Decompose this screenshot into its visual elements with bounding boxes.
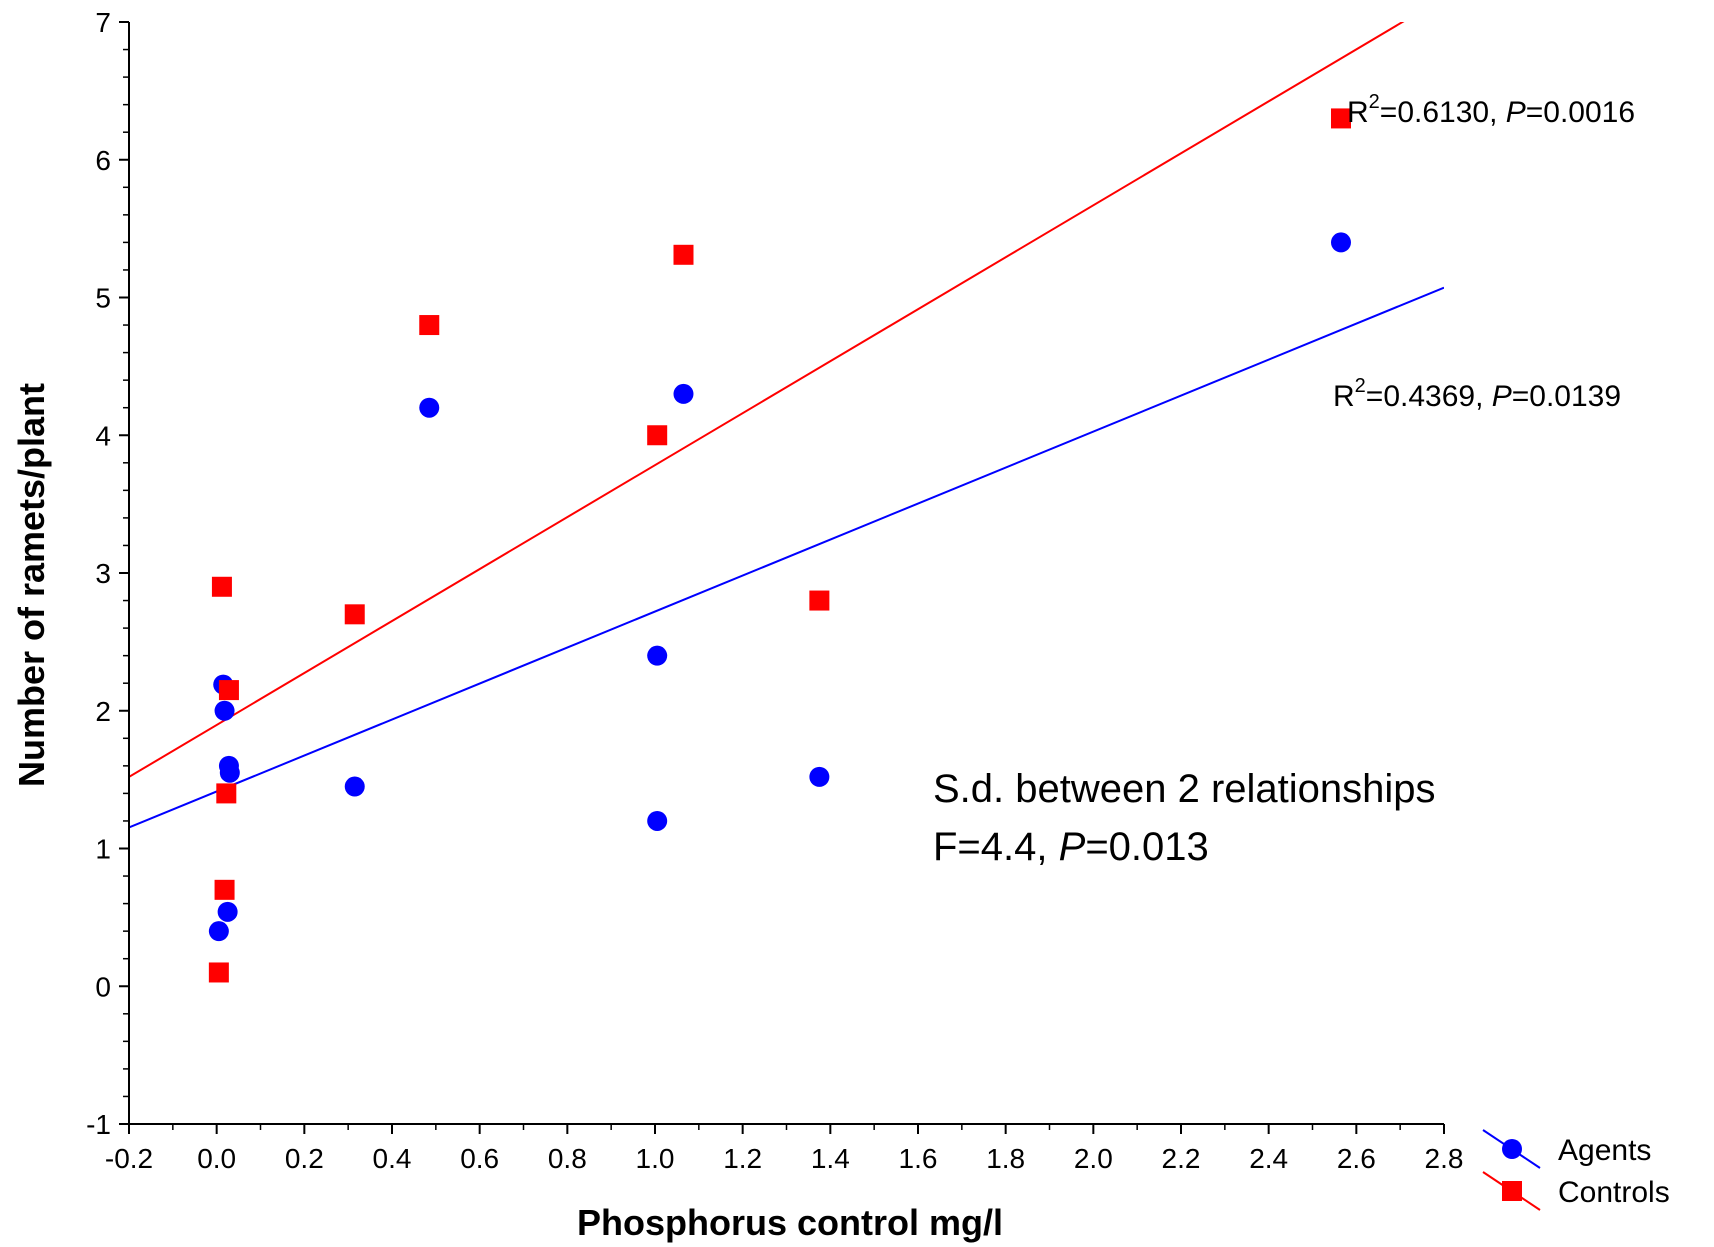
y-tick-label: 7 — [95, 7, 111, 38]
controls-r2-label: R — [1347, 96, 1369, 129]
controls-data-point — [214, 879, 235, 900]
y-tick-label: -1 — [86, 1109, 111, 1140]
x-tick-label: 1.8 — [986, 1143, 1025, 1174]
x-tick-label: -0.2 — [105, 1143, 153, 1174]
agents-data-point — [217, 901, 238, 922]
y-axis-title: Number of ramets/plant — [11, 383, 52, 787]
controls-data-point — [211, 576, 232, 597]
controls-data-point — [673, 244, 694, 265]
controls-regression-annotation: R2=0.6130, P=0.0016 — [1347, 91, 1635, 129]
x-tick-label: 0.4 — [373, 1143, 412, 1174]
controls-data-point — [809, 590, 830, 611]
agents-r2-sup: 2 — [1355, 375, 1366, 397]
note-p-value: =0.013 — [1085, 825, 1208, 869]
note-p-label: P — [1059, 825, 1086, 869]
x-tick-label: 0.2 — [285, 1143, 324, 1174]
agents-regression-annotation: R2=0.4369, P=0.0139 — [1333, 375, 1621, 413]
agents-data-point — [673, 383, 694, 404]
significance-note-line2: F=4.4, P=0.013 — [933, 825, 1209, 869]
x-tick-label: 0.0 — [197, 1143, 236, 1174]
y-tick-label: 0 — [95, 971, 111, 1002]
agents-data-point — [647, 645, 668, 666]
agents-data-point — [1330, 232, 1351, 253]
agents-p-value: =0.0139 — [1512, 380, 1621, 413]
controls-regression-line — [129, 22, 1405, 778]
agents-r2-label: R — [1333, 380, 1355, 413]
agents-data-point — [647, 810, 668, 831]
agents-data-point — [219, 762, 240, 783]
controls-data-point — [647, 425, 668, 446]
agents-regression-line — [129, 286, 1444, 829]
agents-data-point — [344, 776, 365, 797]
controls-data-point — [419, 315, 440, 336]
x-tick-label: 1.2 — [723, 1143, 762, 1174]
legend-controls-marker — [1502, 1181, 1522, 1201]
x-tick-label: 1.0 — [636, 1143, 675, 1174]
controls-data-point — [216, 783, 237, 804]
controls-data-point — [218, 680, 239, 701]
agents-p-label: P — [1492, 380, 1512, 413]
significance-note-line1: S.d. between 2 relationships — [933, 767, 1436, 811]
y-tick-label: 3 — [95, 558, 111, 589]
controls-data-point — [344, 604, 365, 625]
controls-data-point — [1330, 108, 1351, 129]
x-tick-label: 2.8 — [1425, 1143, 1464, 1174]
controls-p-label: P — [1506, 96, 1526, 129]
x-tick-label: 1.6 — [899, 1143, 938, 1174]
controls-r2-value: =0.6130, — [1380, 96, 1506, 129]
controls-p-value: =0.0016 — [1526, 96, 1635, 129]
x-tick-label: 0.6 — [460, 1143, 499, 1174]
y-tick-label: 5 — [95, 283, 111, 314]
agents-data-point — [419, 397, 440, 418]
y-tick-label: 6 — [95, 145, 111, 176]
agents-data-point — [809, 766, 830, 787]
agents-data-point — [214, 700, 235, 721]
plot-area — [129, 22, 1444, 983]
note-f-value: F=4.4, — [933, 825, 1059, 869]
x-tick-label: 1.4 — [811, 1143, 850, 1174]
y-tick-label: 4 — [95, 420, 111, 451]
legend-controls-label: Controls — [1558, 1176, 1670, 1209]
axes: -0.2 0.0 0.2 0.4 0.6 0.8 1.0 1.2 1.4 1.6 1.8 2.0 2.2… — [86, 7, 1463, 1174]
controls-r2-sup: 2 — [1369, 91, 1380, 113]
legend-agents-marker — [1502, 1139, 1522, 1159]
y-tick-label: 2 — [95, 696, 111, 727]
controls-data-point — [208, 962, 229, 983]
agents-data-point — [208, 921, 229, 942]
x-axis-title: Phosphorus control mg/l — [577, 1202, 1003, 1243]
x-tick-label: 2.4 — [1249, 1143, 1288, 1174]
legend: Agents Controls — [1482, 1129, 1670, 1211]
y-tick-label: 1 — [95, 834, 111, 865]
x-tick-label: 2.0 — [1074, 1143, 1113, 1174]
x-tick-label: 2.2 — [1162, 1143, 1201, 1174]
x-tick-label: 0.8 — [548, 1143, 587, 1174]
legend-agents-label: Agents — [1558, 1134, 1651, 1167]
agents-r2-value: =0.4369, — [1366, 380, 1492, 413]
x-tick-label: 2.6 — [1337, 1143, 1376, 1174]
